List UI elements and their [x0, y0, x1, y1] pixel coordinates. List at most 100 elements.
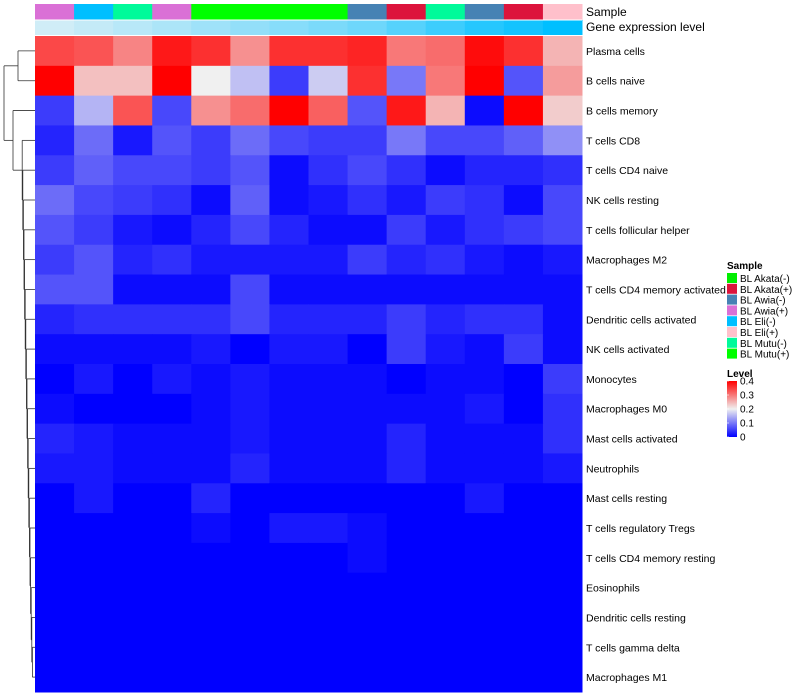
heatmap-cell: [308, 364, 349, 395]
legend-title-sample: Sample: [727, 261, 763, 272]
heatmap-cell: [347, 572, 388, 604]
row-label: Macrophages M1: [586, 672, 667, 684]
row-label: T cells follicular helper: [586, 225, 690, 237]
heatmap-cell: [152, 542, 192, 574]
heatmap-cell: [74, 334, 114, 365]
heatmap-cell: [347, 453, 388, 484]
heatmap-cell: [269, 364, 309, 395]
heatmap-cell: [113, 393, 153, 425]
heatmap-cell: [191, 36, 231, 67]
heatmap-cell: [503, 155, 544, 186]
heatmap-cell: [347, 662, 388, 693]
heatmap-cell: [113, 423, 153, 454]
legend-swatch: [727, 283, 737, 294]
heatmap-cell: [542, 274, 583, 305]
heatmap-cell: [308, 483, 349, 514]
heatmap-cell: [230, 334, 270, 365]
legend-label: BL Awia(+): [740, 306, 788, 317]
heatmap-cell: [503, 274, 544, 305]
legend-swatch: [727, 337, 737, 348]
row-label: B cells naive: [586, 76, 645, 88]
heatmap-cell: [230, 244, 270, 276]
heatmap-cell: [386, 423, 427, 454]
heatmap-cell: [386, 36, 427, 67]
heatmap-cell: [425, 632, 466, 663]
heatmap-cell: [230, 542, 270, 574]
heatmap-cell: [308, 632, 349, 663]
row-label: B cells memory: [586, 106, 659, 118]
heatmap-cell: [464, 602, 505, 633]
heatmap-cell: [542, 95, 583, 126]
heatmap-cell: [308, 95, 349, 126]
heatmap-cell: [347, 364, 388, 395]
heatmap-cell: [35, 483, 75, 514]
heatmap-cell: [308, 36, 349, 67]
heatmap-cell: [230, 393, 270, 425]
legend-swatch: [727, 294, 737, 305]
heatmap-cell: [464, 274, 505, 305]
heatmap-cell: [191, 513, 231, 544]
heatmap-cell: [35, 274, 75, 305]
heatmap-cell: [503, 65, 544, 97]
heatmap-cell: [386, 513, 427, 544]
heatmap-cell: [542, 453, 583, 484]
heatmap-cell: [113, 274, 153, 305]
heatmap-cell: [503, 334, 544, 365]
heatmap-cell: [191, 364, 231, 395]
expression-annotation-cell: [152, 20, 192, 35]
heatmap-cell: [230, 36, 270, 67]
heatmap-cell: [74, 513, 114, 544]
heatmap-cell: [152, 36, 192, 67]
heatmap-cell: [347, 65, 388, 97]
heatmap-cell: [503, 214, 544, 246]
heatmap-cell: [464, 393, 505, 425]
heatmap-cell: [191, 483, 231, 514]
heatmap-cell: [269, 155, 309, 186]
heatmap-cell: [230, 423, 270, 454]
heatmap-cell: [464, 632, 505, 663]
row-label: NK cells resting: [586, 195, 659, 207]
heatmap-cell: [269, 185, 309, 216]
heatmap-cell: [230, 95, 270, 126]
heatmap-cell: [269, 542, 309, 574]
heatmap-cell: [308, 155, 349, 186]
heatmap-cell: [74, 453, 114, 484]
heatmap-cell: [308, 334, 349, 365]
heatmap-cell: [74, 65, 114, 97]
heatmap-cell: [35, 662, 75, 693]
heatmap-cell: [230, 453, 270, 484]
heatmap-cell: [386, 453, 427, 484]
heatmap-cell: [113, 125, 153, 156]
heatmap-cell: [152, 513, 192, 544]
heatmap-cell: [464, 453, 505, 484]
heatmap-cell: [503, 632, 544, 663]
heatmap-cell: [269, 632, 309, 663]
heatmap-cell: [464, 95, 505, 126]
heatmap-cell: [269, 65, 309, 97]
heatmap-cell: [386, 483, 427, 514]
heatmap-cell: [74, 542, 114, 574]
heatmap-cell: [113, 364, 153, 395]
row-label: T cells CD4 memory resting: [586, 553, 715, 565]
row-label: T cells gamma delta: [586, 642, 680, 654]
heatmap-cell: [35, 572, 75, 604]
sample-annotation-cell: [464, 4, 505, 20]
heatmap-cell: [386, 95, 427, 126]
heatmap-cell: [503, 423, 544, 454]
heatmap-cell: [269, 602, 309, 633]
heatmap-cell: [191, 274, 231, 305]
heatmap-cell: [347, 602, 388, 633]
row-label: T cells CD4 naive: [586, 165, 668, 177]
heatmap-cell: [113, 36, 153, 67]
heatmap-cell: [191, 185, 231, 216]
level-tick-label: 0: [740, 433, 746, 444]
annotation-label-sample: Sample: [586, 5, 627, 19]
heatmap-cell: [425, 65, 466, 97]
heatmap-cell: [191, 393, 231, 425]
heatmap-cell: [152, 155, 192, 186]
heatmap-cell: [152, 364, 192, 395]
heatmap-cell: [113, 572, 153, 604]
heatmap-cell: [347, 632, 388, 663]
heatmap-cell: [542, 65, 583, 97]
heatmap-cell: [35, 304, 75, 335]
